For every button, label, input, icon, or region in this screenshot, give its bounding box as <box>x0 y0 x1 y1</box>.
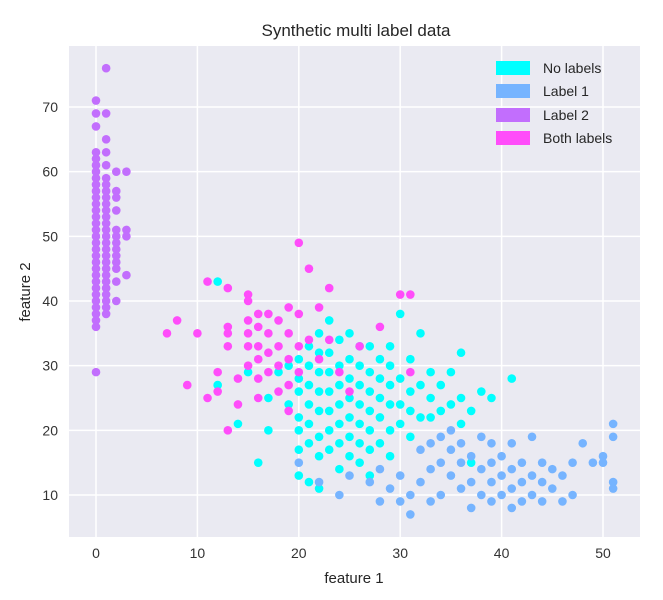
plot-area <box>69 46 640 537</box>
series-label-2 <box>91 63 131 377</box>
y-tick-label: 60 <box>42 164 58 180</box>
x-tick-label: 0 <box>92 545 100 561</box>
y-tick-label: 30 <box>42 358 58 374</box>
y-tick-label: 10 <box>42 487 58 503</box>
legend: No labels Label 1 Label 2 Both labels <box>496 60 612 146</box>
legend-swatch-both-labels <box>496 131 530 145</box>
x-tick-label: 10 <box>190 545 206 561</box>
y-tick-label: 40 <box>42 293 58 309</box>
legend-swatch-no-labels <box>496 61 530 75</box>
series-label-1 <box>294 419 618 519</box>
y-tick-label: 70 <box>42 99 58 115</box>
series-both-labels <box>162 238 415 435</box>
data-points <box>91 63 618 519</box>
y-axis-label: feature 2 <box>17 262 34 321</box>
y-axis-ticks: 10 20 30 40 50 60 70 <box>42 99 58 503</box>
legend-label-label-2: Label 2 <box>543 107 589 123</box>
legend-swatch-label-2 <box>496 108 530 122</box>
series-no-labels <box>213 277 517 493</box>
x-tick-label: 50 <box>595 545 611 561</box>
legend-label-no-labels: No labels <box>543 60 601 76</box>
x-tick-label: 30 <box>392 545 408 561</box>
legend-label-label-1: Label 1 <box>543 83 589 99</box>
legend-label-both-labels: Both labels <box>543 130 612 146</box>
x-axis-ticks: 0 10 20 30 40 50 <box>92 545 611 561</box>
y-tick-label: 20 <box>42 422 58 438</box>
grid-lines <box>69 46 640 537</box>
x-tick-label: 20 <box>291 545 307 561</box>
chart-title: Synthetic multi label data <box>262 21 452 40</box>
y-tick-label: 50 <box>42 228 58 244</box>
x-axis-label: feature 1 <box>324 570 383 587</box>
x-tick-label: 40 <box>494 545 510 561</box>
legend-swatch-label-1 <box>496 84 530 98</box>
